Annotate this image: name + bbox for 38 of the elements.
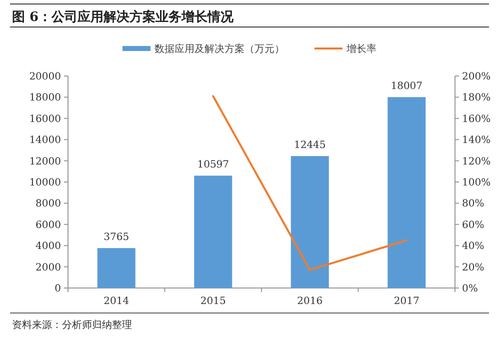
chart-title: 图 6：公司应用解决方案业务增长情况 <box>12 9 235 25</box>
x-tick-label: 2016 <box>297 296 323 307</box>
x-tick-label: 2017 <box>394 296 420 307</box>
bar <box>194 176 232 288</box>
legend-label: 增长率 <box>346 43 376 55</box>
y-tick-label: 2000 <box>36 262 61 274</box>
y-tick-label: 12000 <box>29 156 61 168</box>
y2-tick-label: 120% <box>462 156 491 168</box>
y-tick-label: 20000 <box>29 72 61 82</box>
y2-tick-label: 100% <box>462 178 491 188</box>
y-tick-label: 10000 <box>29 178 61 188</box>
y2-tick-label: 60% <box>462 220 484 231</box>
text: 资料来源：分析师归纳整理 <box>12 319 132 331</box>
x-tick-label: 2014 <box>104 296 130 307</box>
x-tick-label: 2015 <box>200 296 226 307</box>
bar <box>97 248 136 288</box>
data-label: 10597 <box>197 160 230 171</box>
y2-tick-label: 80% <box>462 198 484 210</box>
bar <box>388 97 426 288</box>
y-tick-label: 6000 <box>36 220 61 231</box>
y-tick-label: 14000 <box>29 135 61 146</box>
data-label: 3765 <box>104 232 130 244</box>
y2-tick-label: 180% <box>462 92 491 104</box>
y-tick-label: 16000 <box>29 114 61 125</box>
y-tick-label: 4000 <box>36 241 61 252</box>
bar <box>290 156 329 288</box>
y2-tick-label: 0% <box>462 284 478 294</box>
data-label: 12445 <box>294 140 326 152</box>
y-tick-label: 18000 <box>29 92 61 104</box>
y-tick-label: 8000 <box>36 198 61 210</box>
y2-tick-label: 160% <box>462 114 491 125</box>
legend-label: 数据应用及解决方案（万元） <box>154 43 284 55</box>
y-tick-label: 0 <box>54 284 61 294</box>
y2-tick-label: 140% <box>462 135 491 146</box>
data-label: 18007 <box>390 81 423 92</box>
y2-tick-label: 200% <box>462 72 491 82</box>
y2-tick-label: 40% <box>462 241 484 252</box>
y2-tick-label: 20% <box>462 262 484 274</box>
